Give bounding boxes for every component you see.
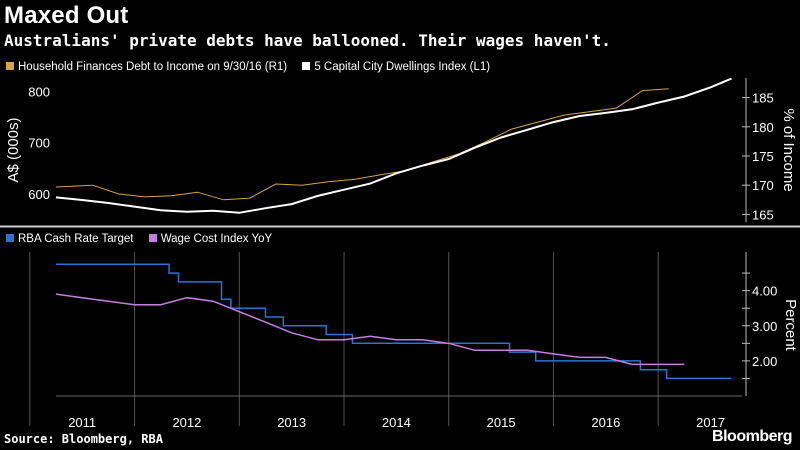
right-y-tick-label: 4.00 <box>752 284 777 299</box>
right-y-tick-label: 175 <box>752 149 774 164</box>
right-y-tick-label: 185 <box>752 91 774 106</box>
legend-item-debt-income[interactable]: Household Finances Debt to Income on 9/3… <box>6 61 287 73</box>
legend-swatch-debt-income <box>6 62 14 70</box>
legend-label-cash-rate: RBA Cash Rate Target <box>18 233 134 245</box>
legend-swatch-dwellings <box>302 62 311 70</box>
right-y-tick-label: 2.00 <box>752 354 777 369</box>
left-y-axis-label: A$ (000s) <box>5 117 22 182</box>
left-y-tick-label: 800 <box>28 84 50 99</box>
legend-item-cash-rate[interactable]: RBA Cash Rate Target <box>6 233 134 245</box>
bottom-y-axis-label: Percent <box>782 299 799 352</box>
right-y-tick-label: 3.00 <box>752 319 777 334</box>
x-tick-label: 2014 <box>382 415 411 430</box>
series-dwellings-line <box>55 77 732 214</box>
right-y-tick-label: 180 <box>752 120 774 135</box>
legend-swatch-cash-rate <box>6 234 14 242</box>
legend-label-wage-index: Wage Cost Index YoY <box>160 233 273 245</box>
left-y-tick-label: 700 <box>28 136 50 151</box>
source-note: Source: Bloomberg, RBA <box>4 432 163 446</box>
top-chart-legend: Household Finances Debt to Income on 9/3… <box>6 61 502 73</box>
x-tick-label: 2012 <box>172 415 201 430</box>
legend-label-debt-income: Household Finances Debt to Income on 9/3… <box>18 61 288 73</box>
right-y-tick-label: 170 <box>752 178 774 193</box>
x-tick-label: 2016 <box>591 415 620 430</box>
legend-item-wage-index[interactable]: Wage Cost Index YoY <box>148 233 273 245</box>
left-y-tick-label: 600 <box>28 187 50 202</box>
x-tick-label: 2011 <box>68 415 96 430</box>
x-tick-label: 2013 <box>277 415 306 430</box>
page-title: Maxed Out <box>4 2 129 29</box>
x-tick-label: 2015 <box>487 415 516 430</box>
legend-label-dwellings: 5 Capital City Dwellings Index (L1) <box>314 61 491 73</box>
legend-item-dwellings[interactable]: 5 Capital City Dwellings Index (L1) <box>302 61 490 73</box>
bottom-chart-legend: RBA Cash Rate Target Wage Cost Index YoY <box>6 233 284 245</box>
x-tick-label: 2017 <box>696 415 725 430</box>
series-wage-index-line <box>55 293 685 366</box>
legend-swatch-wage-index <box>148 234 157 242</box>
right-y-tick-label: 165 <box>752 207 774 222</box>
series-cash-rate-line <box>56 263 732 380</box>
page-subtitle: Australians' private debts have balloone… <box>4 31 611 50</box>
bloomberg-logo: Bloomberg <box>712 428 792 445</box>
series-debt-income-line <box>55 88 669 201</box>
right-y-axis-label: % of Income <box>780 108 797 191</box>
